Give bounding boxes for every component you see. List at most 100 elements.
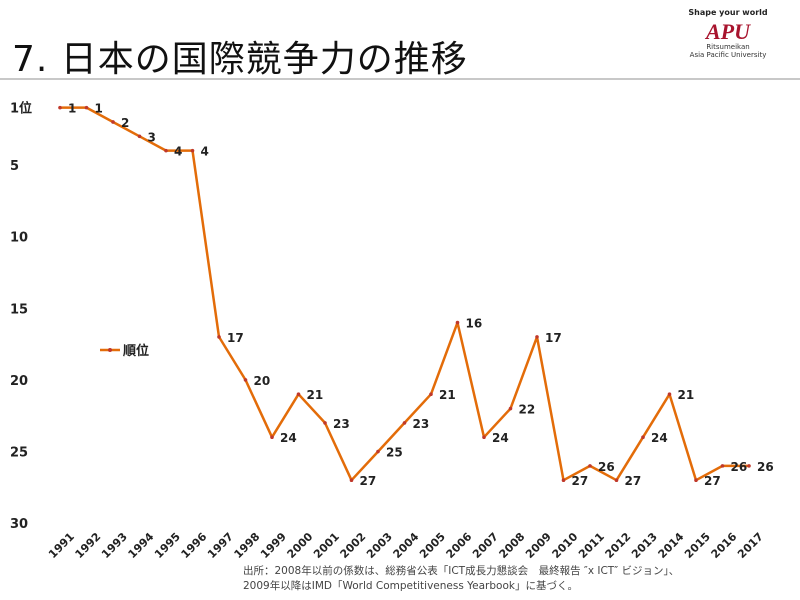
data-label: 27: [625, 474, 642, 488]
data-point: [190, 148, 195, 153]
data-point: [641, 435, 645, 440]
data-point: [323, 421, 327, 425]
data-label: 4: [174, 145, 182, 159]
logo-line-2: Asia Pacific University: [689, 51, 767, 59]
data-point: [58, 105, 62, 110]
x-tick-label: 2001: [311, 530, 342, 561]
x-tick-label: 1998: [232, 530, 263, 561]
x-tick-label: 2004: [391, 530, 422, 561]
data-point: [296, 392, 301, 397]
data-label: 24: [280, 431, 297, 445]
data-point: [667, 392, 672, 397]
data-point: [561, 478, 566, 483]
data-label: 1: [95, 102, 103, 116]
data-label: 26: [757, 460, 774, 474]
title-divider: [0, 78, 800, 80]
y-tick-label: 15: [10, 302, 28, 317]
logo-tagline: Shape your world: [688, 8, 768, 17]
data-point: [747, 464, 751, 468]
source-line-2: 2009年以降はIMD「World Competitiveness Yearbo…: [243, 580, 578, 592]
x-tick-label: 2014: [656, 530, 687, 561]
data-point: [429, 392, 433, 397]
data-point: [376, 449, 380, 454]
x-tick-label: 2002: [338, 530, 369, 561]
y-tick-label: 5: [10, 159, 19, 174]
data-point: [270, 435, 274, 440]
x-tick-label: 1994: [126, 530, 157, 561]
x-tick-label: 1991: [46, 530, 77, 561]
data-point: [508, 406, 513, 411]
y-tick-label: 30: [10, 517, 28, 532]
y-tick-label: 1位: [10, 101, 32, 117]
source-note: 出所：2008年以前の係数は、総務省公表「ICT成長力懇談会 最終報告 ″x I…: [243, 564, 679, 594]
data-label: 27: [572, 474, 589, 488]
x-tick-label: 2010: [550, 530, 581, 561]
x-tick-label: 1992: [73, 530, 104, 561]
x-tick-label: 1995: [152, 530, 183, 561]
data-label: 21: [439, 388, 456, 402]
x-tick-label: 2009: [523, 530, 554, 561]
data-point: [243, 378, 248, 382]
data-point: [720, 464, 725, 468]
data-label: 2: [121, 116, 129, 130]
data-label: 21: [678, 388, 695, 402]
data-point: [217, 335, 221, 339]
data-label: 3: [148, 130, 156, 144]
x-tick-label: 2015: [682, 530, 713, 561]
x-tick-label: 2003: [364, 530, 395, 561]
data-point: [111, 120, 115, 124]
data-label: 26: [731, 460, 748, 474]
data-label: 24: [492, 431, 509, 445]
source-line-1: 出所：2008年以前の係数は、総務省公表「ICT成長力懇談会 最終報告 ″x I…: [243, 565, 680, 577]
x-tick-label: 1997: [205, 530, 236, 561]
data-point: [455, 320, 460, 325]
legend-marker: [108, 348, 112, 352]
data-point: [482, 435, 486, 440]
x-tick-label: 2012: [603, 530, 634, 561]
x-tick-label: 2006: [444, 530, 475, 561]
data-point: [402, 421, 407, 425]
data-point: [694, 478, 698, 483]
x-tick-label: 2013: [629, 530, 660, 561]
data-label: 27: [360, 474, 377, 488]
data-label: 26: [598, 460, 615, 474]
x-tick-label: 2016: [709, 530, 740, 561]
data-point: [137, 134, 142, 139]
data-label: 23: [333, 417, 350, 431]
x-tick-label: 2005: [417, 530, 448, 561]
data-point: [535, 335, 539, 339]
data-point: [349, 478, 354, 483]
data-label: 17: [227, 331, 244, 345]
data-point: [588, 464, 592, 468]
data-label: 25: [386, 446, 403, 460]
y-tick-label: 10: [10, 231, 28, 246]
logo-mark: APU: [706, 19, 750, 44]
page-title: 7. 日本の国際競争力の推移: [12, 39, 468, 80]
data-label: 16: [466, 317, 483, 331]
data-point: [164, 148, 168, 153]
data-label: 22: [519, 403, 536, 417]
x-tick-label: 1999: [258, 530, 289, 561]
logo-line-1: Ritsumeikan: [706, 43, 750, 51]
data-label: 1: [68, 102, 76, 116]
y-tick-label: 25: [10, 446, 28, 461]
x-tick-label: 1993: [99, 530, 130, 561]
x-tick-label: 2017: [735, 530, 766, 561]
x-tick-label: 2000: [285, 530, 316, 561]
x-tick-label: 2008: [497, 530, 528, 561]
x-tick-label: 2007: [470, 530, 501, 561]
ranking-line-chart: 1位51015202530199119921993199419951996199…: [10, 101, 774, 561]
x-tick-label: 2011: [576, 530, 607, 561]
data-label: 27: [704, 474, 721, 488]
data-label: 24: [651, 431, 668, 445]
data-point: [614, 478, 619, 483]
data-label: 17: [545, 331, 562, 345]
data-label: 4: [201, 145, 209, 159]
apu-logo: Shape your world APU Ritsumeikan Asia Pa…: [668, 8, 788, 59]
y-tick-label: 20: [10, 374, 28, 389]
data-label: 23: [413, 417, 430, 431]
data-label: 21: [307, 388, 324, 402]
legend-label: 順位: [123, 343, 149, 359]
data-label: 20: [254, 374, 271, 388]
x-tick-label: 1996: [179, 530, 210, 561]
